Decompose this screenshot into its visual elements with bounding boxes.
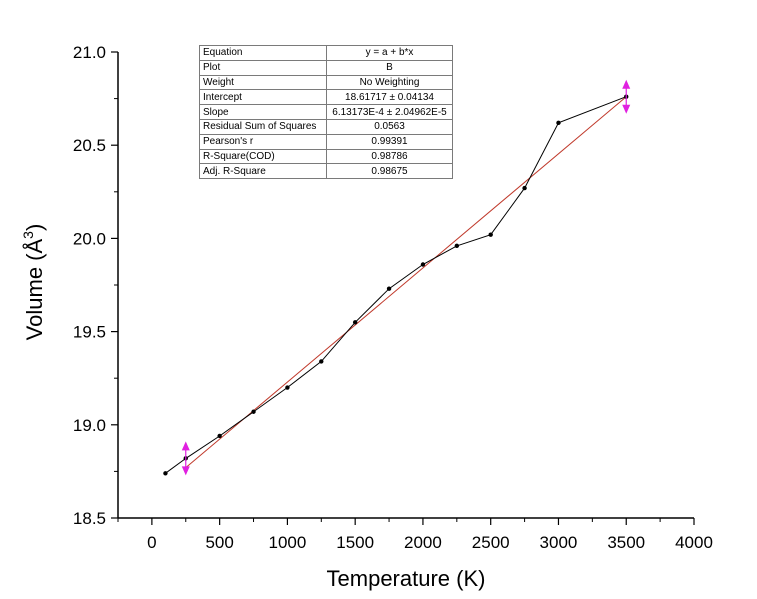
fit-results-table: Equation y = a + b*x Plot B Weight No Weighti… — [199, 45, 453, 180]
fit-table-row: Equation y = a + b*x — [199, 45, 453, 61]
data-line — [165, 96, 627, 474]
data-point — [163, 471, 168, 476]
data-point — [217, 433, 222, 439]
fit-table-value: B — [326, 59, 453, 76]
x-axis-title: Temperature (K) — [327, 566, 486, 591]
fit-table-row: Weight No Weighting — [199, 74, 453, 91]
y-tick-label: 18.5 — [73, 509, 106, 528]
data-point — [454, 243, 460, 249]
y-tick-label: 19.0 — [73, 416, 106, 435]
fit-table-key: Residual Sum of Squares — [199, 118, 327, 135]
data-point — [251, 409, 256, 414]
range-marker — [622, 79, 631, 114]
data-point — [352, 320, 358, 325]
y-axis-title-end: ) — [22, 224, 47, 231]
x-tick-label: 1500 — [336, 533, 374, 552]
fit-table-value: 0.98786 — [326, 148, 453, 165]
axes: 0 500 1000 1500 2000 2500 3000 3500 4000 18.5 19.0… — [73, 43, 713, 552]
range-marker-down-arrow — [181, 466, 190, 476]
fit-table-value: 6.13173E-4 ± 2.04962E-5 — [326, 104, 453, 120]
fit-table-value: 0.99391 — [326, 133, 453, 150]
fit-table-key: Adj. R-Square — [199, 163, 327, 180]
fit-table-key: R-Square(COD) — [199, 148, 327, 165]
x-tick-label: 1000 — [268, 533, 306, 552]
data-point — [386, 286, 392, 291]
x-tick-label: 4000 — [675, 533, 713, 552]
range-marker — [181, 441, 190, 476]
range-marker-up-arrow — [181, 441, 190, 451]
fit-table-row: Plot B — [199, 59, 453, 76]
data-point — [285, 385, 290, 390]
fit-table-key: Pearson's r — [199, 133, 327, 150]
y-tick-label: 20.5 — [73, 136, 106, 155]
fit-table-key: Weight — [199, 74, 327, 91]
y-axis-title-sup: 3 — [20, 231, 36, 239]
x-tick-label: 2000 — [404, 533, 442, 552]
fit-table-row: Intercept 18.61717 ± 0.04134 — [199, 89, 453, 106]
fit-table-key: Equation — [199, 45, 327, 61]
x-tick-label: 500 — [205, 533, 233, 552]
fit-table-key: Intercept — [199, 89, 327, 106]
range-marker-up-arrow — [622, 79, 631, 89]
fit-table-key: Slope — [199, 104, 327, 120]
y-tick-label: 19.5 — [73, 323, 106, 342]
y-axis-title: Volume (Å3) — [20, 224, 47, 341]
data-point — [522, 185, 527, 191]
fit-line — [185, 96, 627, 469]
y-axis-title-main: Volume (Å — [22, 238, 47, 340]
data-point — [488, 232, 493, 237]
data-point — [319, 359, 324, 364]
fit-table-value: 18.61717 ± 0.04134 — [326, 89, 453, 106]
range-marker-down-arrow — [622, 104, 631, 114]
fit-table-value: No Weighting — [326, 74, 453, 91]
x-tick-label: 3500 — [607, 533, 645, 552]
fit-table-key: Plot — [199, 59, 327, 76]
y-tick-label: 21.0 — [73, 43, 106, 62]
fit-table-value: y = a + b*x — [326, 45, 453, 61]
fit-table-row: Slope 6.13173E-4 ± 2.04962E-5 — [199, 104, 453, 120]
y-tick-label: 20.0 — [73, 229, 106, 248]
data-point — [556, 120, 561, 126]
fit-table-row: Adj. R-Square 0.98675 — [199, 163, 453, 180]
plot-marks — [163, 79, 631, 476]
x-tick-label: 0 — [147, 533, 156, 552]
fit-table-row: Residual Sum of Squares 0.0563 — [199, 118, 453, 135]
fit-table-value: 0.98675 — [326, 163, 453, 180]
fit-table-value: 0.0563 — [326, 118, 453, 135]
x-tick-label: 3000 — [540, 533, 578, 552]
x-tick-label: 2500 — [472, 533, 510, 552]
fit-table-row: Pearson's r 0.99391 — [199, 133, 453, 150]
fit-table-row: R-Square(COD) 0.98786 — [199, 148, 453, 165]
data-point — [420, 262, 426, 267]
